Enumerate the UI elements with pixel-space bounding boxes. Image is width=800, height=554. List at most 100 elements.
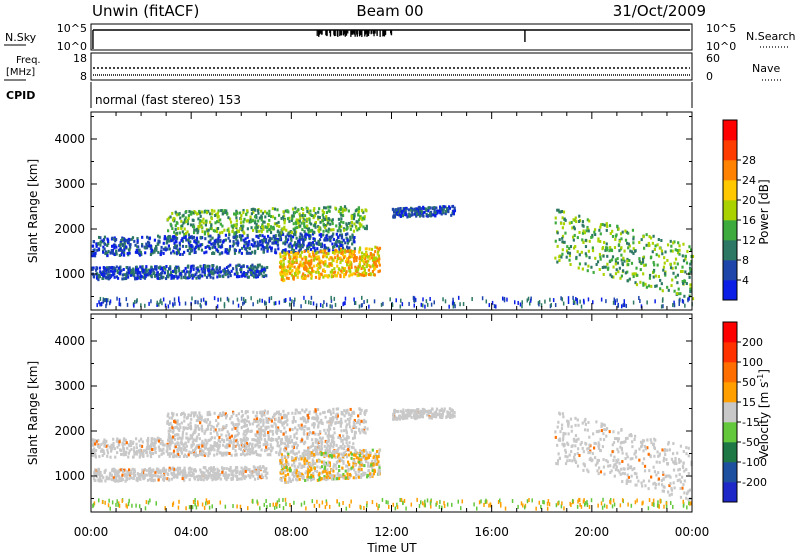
- echo-cell: [312, 472, 315, 476]
- echo-cell: [353, 433, 356, 437]
- echo-cell: [243, 217, 246, 221]
- echo-cell: [174, 433, 177, 437]
- echo-cell: [127, 455, 130, 459]
- echo-cell: [216, 442, 219, 446]
- echo-cell: [229, 244, 232, 248]
- ground-scatter-cell: [174, 301, 176, 306]
- echo-cell: [160, 452, 163, 456]
- echo-cell: [253, 249, 257, 253]
- echo-cell: [182, 426, 185, 430]
- echo-cell: [365, 260, 368, 264]
- echo-cell: [310, 262, 313, 266]
- echo-cell: [362, 270, 366, 274]
- echo-cell: [177, 251, 180, 255]
- echo-cell: [308, 245, 311, 249]
- echo-cell: [333, 463, 336, 467]
- nsky-mark: [358, 30, 361, 37]
- echo-cell: [365, 227, 368, 231]
- echo-cell: [563, 240, 566, 244]
- echo-cell: [340, 446, 343, 450]
- echo-cell: [329, 205, 332, 209]
- echo-cell: [335, 413, 338, 417]
- echo-cell: [289, 435, 292, 439]
- echo-cell: [107, 274, 110, 278]
- echo-cell: [265, 244, 269, 248]
- echo-cell: [355, 259, 358, 263]
- echo-cell: [298, 219, 301, 223]
- echo-cell: [126, 275, 130, 279]
- echo-cell: [222, 269, 225, 273]
- echo-cell: [346, 263, 349, 267]
- echo-cell: [182, 236, 186, 240]
- echo-cell: [164, 246, 167, 250]
- ground-scatter-cell: [561, 297, 564, 302]
- echo-cell: [204, 230, 207, 234]
- echo-cell: [345, 437, 348, 441]
- echo-cell: [206, 447, 209, 451]
- echo-cell: [205, 250, 208, 254]
- echo-cell: [181, 239, 184, 243]
- echo-cell: [572, 218, 575, 222]
- echo-cell: [266, 222, 270, 226]
- ground-scatter-cell: [488, 303, 491, 308]
- echo-cell: [279, 271, 282, 275]
- echo-cell: [610, 248, 613, 252]
- echo-cell: [333, 244, 336, 248]
- echo-cell: [294, 220, 297, 224]
- echo-cell: [294, 270, 298, 274]
- echo-cell: [318, 261, 321, 265]
- echo-cell: [235, 439, 238, 443]
- echo-cell: [324, 259, 327, 263]
- echo-cell: [197, 445, 201, 449]
- echo-cell: [92, 240, 95, 244]
- echo-cell: [171, 441, 174, 445]
- echo-cell: [354, 448, 357, 452]
- echo-cell: [250, 208, 253, 212]
- echo-cell: [217, 438, 221, 442]
- echo-cell: [684, 270, 687, 274]
- echo-cell: [342, 221, 345, 225]
- echo-cell: [313, 238, 316, 242]
- echo-cell: [93, 252, 96, 256]
- ground-scatter-cell: [105, 304, 107, 309]
- echo-cell: [415, 212, 419, 216]
- ground-scatter-cell: [495, 304, 497, 309]
- echo-cell: [358, 453, 361, 457]
- echo-cell: [206, 427, 209, 431]
- echo-cell: [349, 261, 353, 265]
- ground-scatter-cell: [293, 299, 295, 304]
- echo-cell: [136, 450, 139, 454]
- echo-cell: [228, 239, 232, 243]
- echo-cell: [172, 412, 175, 416]
- echo-cell: [235, 216, 238, 220]
- echo-cell: [254, 438, 257, 442]
- echo-cell: [395, 208, 398, 212]
- nsky-mark: [383, 30, 386, 36]
- echo-cell: [336, 477, 339, 481]
- nsky-mark: [372, 30, 374, 34]
- echo-cell: [288, 467, 291, 471]
- echo-cell: [233, 231, 237, 235]
- echo-cell: [165, 277, 168, 281]
- echo-cell: [578, 219, 581, 223]
- echo-cell: [259, 270, 262, 274]
- ground-scatter-cell: [605, 299, 607, 304]
- echo-cell: [652, 234, 655, 238]
- echo-cell: [333, 431, 336, 435]
- ground-scatter-cell: [99, 302, 101, 307]
- echo-cell: [95, 440, 98, 444]
- echo-cell: [296, 221, 300, 225]
- echo-cell: [684, 254, 687, 258]
- ground-scatter-cell: [622, 303, 625, 308]
- echo-cell: [188, 244, 191, 248]
- nsky-mark: [367, 30, 369, 36]
- echo-cell: [360, 456, 363, 460]
- echo-cell: [282, 258, 285, 262]
- echo-cell: [256, 246, 260, 250]
- echo-cell: [167, 244, 171, 248]
- echo-cell: [214, 245, 217, 249]
- echo-cell: [372, 462, 375, 466]
- echo-cell: [134, 437, 138, 441]
- echo-cell: [293, 271, 297, 275]
- echo-cell: [194, 424, 197, 428]
